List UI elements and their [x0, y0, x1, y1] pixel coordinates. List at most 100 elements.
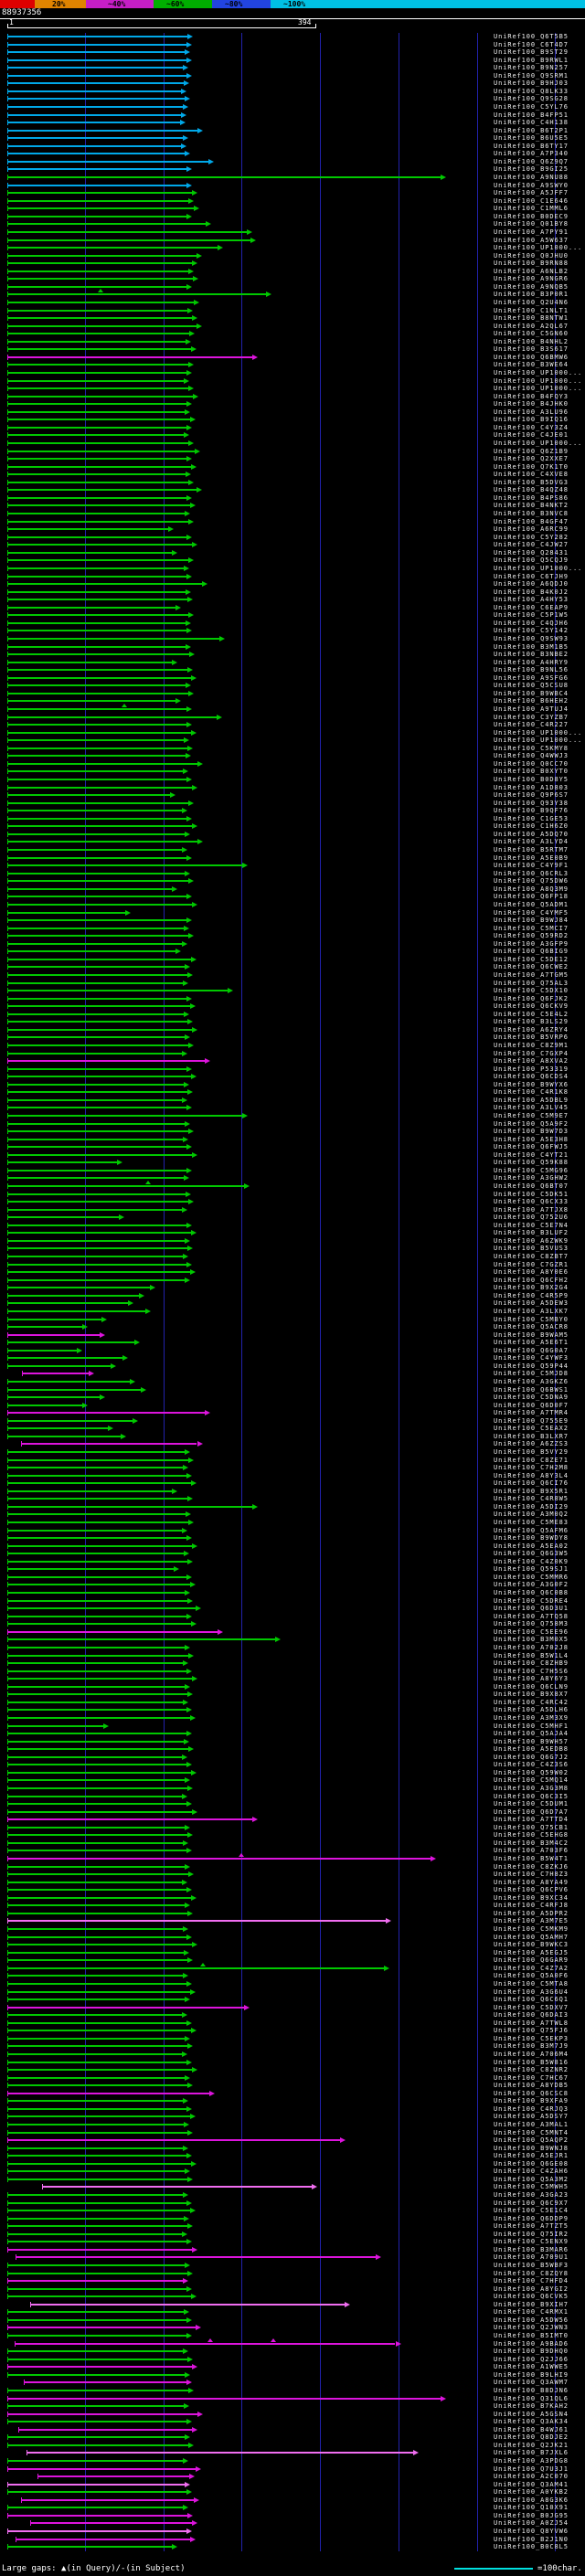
hit-bar[interactable]: [7, 2123, 184, 2125]
hit-label[interactable]: UniRef100_B5W816: [494, 2058, 569, 2066]
hit-label[interactable]: UniRef100_C5EE96: [494, 1627, 569, 1636]
hit-label[interactable]: UniRef100_Q4WWJ3: [494, 752, 569, 760]
hit-bar[interactable]: [7, 168, 186, 171]
hit-bar[interactable]: [7, 1489, 173, 1492]
hit-label[interactable]: UniRef100_C4Z7A2: [494, 1964, 569, 1972]
hit-bar[interactable]: [7, 2491, 187, 2494]
hit-bar[interactable]: [37, 2475, 189, 2478]
hit-bar[interactable]: [7, 755, 186, 758]
hit-bar[interactable]: [7, 496, 187, 499]
hit-bar[interactable]: [7, 919, 187, 922]
hit-bar[interactable]: [7, 1638, 276, 1641]
hit-bar[interactable]: [7, 199, 189, 202]
hit-bar[interactable]: [7, 2373, 185, 2376]
hit-bar[interactable]: [18, 2428, 192, 2431]
hit-bar[interactable]: [7, 2147, 184, 2149]
hit-label[interactable]: UniRef100_A5DLH6: [494, 1706, 569, 1714]
hit-bar[interactable]: [7, 676, 191, 679]
hit-bar[interactable]: [7, 1935, 187, 1938]
hit-bar[interactable]: [7, 2483, 185, 2486]
hit-bar[interactable]: [20, 1443, 197, 1446]
hit-label[interactable]: UniRef100_C5MJD8: [494, 1370, 569, 1378]
hit-label[interactable]: UniRef100_Q6D3U1: [494, 1605, 569, 1613]
hit-label[interactable]: UniRef100_B6T2P1: [494, 126, 569, 134]
hit-label[interactable]: UniRef100_A3M3X9: [494, 1713, 569, 1722]
hit-label[interactable]: UniRef100_Q6CLN9: [494, 1682, 569, 1691]
hit-label[interactable]: UniRef100_C7H5S6: [494, 1667, 569, 1675]
hit-label[interactable]: UniRef100_Q6CRL3: [494, 869, 569, 877]
hit-bar[interactable]: [7, 832, 185, 835]
hit-label[interactable]: UniRef100_C5MCI7: [494, 924, 569, 932]
hit-bar[interactable]: [7, 2311, 184, 2314]
hit-bar[interactable]: [7, 880, 189, 883]
hit-bar[interactable]: [7, 254, 197, 257]
hit-bar[interactable]: [7, 606, 176, 609]
hit-label[interactable]: UniRef100_A3LV45: [494, 1104, 569, 1112]
hit-label[interactable]: UniRef100_Q3AWM7: [494, 2379, 569, 2387]
hit-bar[interactable]: [7, 1091, 188, 1094]
hit-bar[interactable]: [7, 2210, 190, 2212]
hit-bar[interactable]: [7, 458, 187, 461]
hit-bar[interactable]: [7, 2225, 188, 2228]
hit-bar[interactable]: [7, 856, 187, 859]
hit-label[interactable]: UniRef100_C7GXP4: [494, 1049, 569, 1057]
hit-bar[interactable]: [7, 567, 184, 569]
hit-label[interactable]: UniRef100_A9NU88: [494, 174, 569, 182]
hit-bar[interactable]: [7, 630, 187, 632]
hit-label[interactable]: UniRef100_Q75CB1: [494, 1823, 569, 1831]
hit-label[interactable]: UniRef100_A9BAD6: [494, 2339, 569, 2348]
hit-label[interactable]: UniRef100_C8ZHB9: [494, 1659, 569, 1668]
hit-bar[interactable]: [7, 1873, 189, 1876]
hit-bar[interactable]: [7, 911, 125, 914]
hit-label[interactable]: UniRef100_B3LXR7: [494, 1432, 569, 1440]
hit-label[interactable]: UniRef100_Q28431: [494, 548, 569, 557]
hit-bar[interactable]: [7, 473, 186, 476]
hit-label[interactable]: UniRef100_B3LUF2: [494, 1229, 569, 1237]
hit-label[interactable]: UniRef100_Q2JK21: [494, 2441, 569, 2449]
hit-label[interactable]: UniRef100_B3M4C2: [494, 1839, 569, 1847]
hit-bar[interactable]: [7, 1115, 243, 1117]
hit-label[interactable]: UniRef100_Q6CSC8: [494, 2089, 569, 2097]
hit-bar[interactable]: [7, 1584, 190, 1586]
hit-label[interactable]: UniRef100_B9XC34: [494, 1893, 569, 1902]
hit-label[interactable]: UniRef100_UP1000...: [494, 244, 583, 252]
hit-label[interactable]: UniRef100_A7TZT5: [494, 2222, 569, 2231]
hit-bar[interactable]: [7, 2155, 187, 2157]
hit-bar[interactable]: [7, 1107, 186, 1109]
hit-bar[interactable]: [7, 113, 182, 116]
hit-bar[interactable]: [16, 2256, 376, 2259]
hit-bar[interactable]: [7, 2061, 186, 2063]
hit-label[interactable]: UniRef100_A3LXK7: [494, 1307, 569, 1315]
hit-label[interactable]: UniRef100_Q3AM41: [494, 2480, 569, 2488]
hit-bar[interactable]: [14, 2342, 396, 2345]
hit-bar[interactable]: [7, 301, 195, 303]
hit-label[interactable]: UniRef100_C5GN60: [494, 330, 569, 338]
hit-bar[interactable]: [7, 160, 208, 163]
hit-label[interactable]: UniRef100_A0YKB2: [494, 2488, 569, 2496]
hit-label[interactable]: UniRef100_A5E0B9: [494, 853, 569, 862]
hit-bar[interactable]: [7, 1287, 151, 1289]
hit-bar[interactable]: [7, 442, 189, 445]
hit-bar[interactable]: [7, 1623, 191, 1626]
hit-bar[interactable]: [7, 535, 187, 538]
hit-label[interactable]: UniRef100_Q5AFM6: [494, 1526, 569, 1534]
hit-bar[interactable]: [7, 2459, 184, 2462]
hit-bar[interactable]: [7, 207, 195, 210]
hit-label[interactable]: UniRef100_B7KAH2: [494, 2402, 569, 2411]
hit-bar[interactable]: [7, 1388, 141, 1391]
hit-label[interactable]: UniRef100_A5DQ70: [494, 830, 569, 838]
hit-bar[interactable]: [7, 67, 184, 69]
hit-label[interactable]: UniRef100_C1MML6: [494, 205, 569, 213]
hit-label[interactable]: UniRef100_UP1000...: [494, 440, 583, 448]
hit-bar[interactable]: [7, 1169, 187, 1171]
hit-label[interactable]: UniRef100_C7HFD4: [494, 2277, 569, 2285]
hit-bar[interactable]: [7, 1271, 190, 1274]
hit-bar[interactable]: [7, 599, 188, 601]
hit-bar[interactable]: [7, 2092, 210, 2094]
hit-bar[interactable]: [7, 1553, 184, 1555]
hit-label[interactable]: UniRef100_B9WDY8: [494, 1534, 569, 1542]
hit-label[interactable]: UniRef100_B4NHL2: [494, 337, 569, 345]
hit-bar[interactable]: [7, 2514, 188, 2517]
hit-label[interactable]: UniRef100_Q59K88: [494, 1159, 569, 1167]
hit-bar[interactable]: [7, 1834, 188, 1837]
